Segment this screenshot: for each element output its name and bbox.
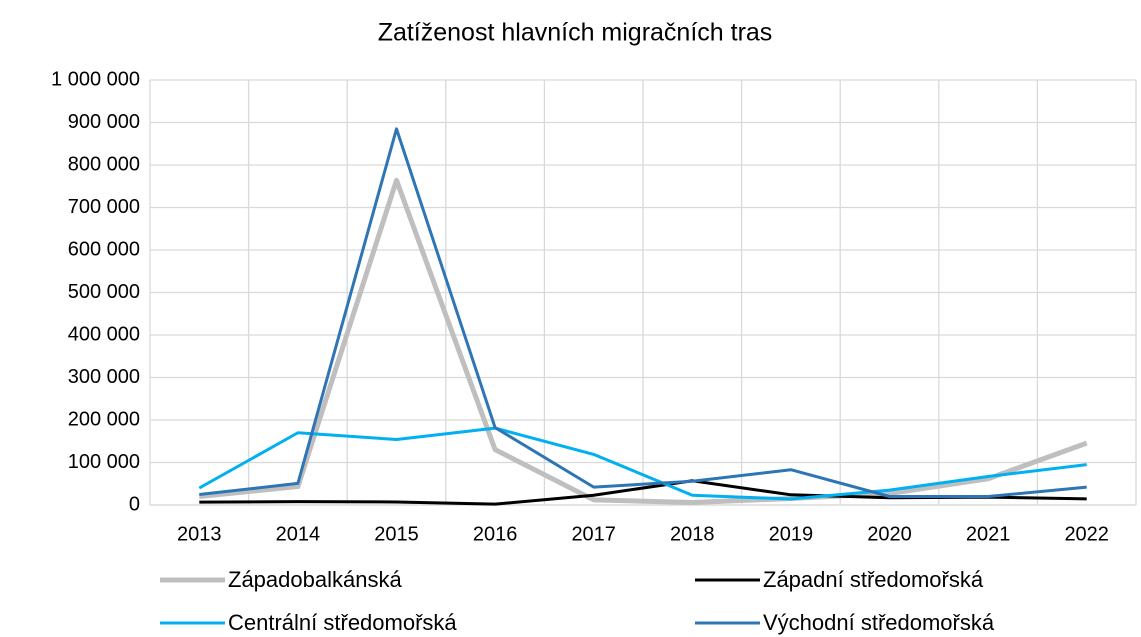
x-tick-label: 2019 xyxy=(769,523,814,545)
y-tick-label: 100 000 xyxy=(68,451,140,473)
y-tick-label: 700 000 xyxy=(68,196,140,218)
x-tick-label: 2022 xyxy=(1064,523,1109,545)
y-tick-label: 600 000 xyxy=(68,238,140,260)
y-tick-label: 300 000 xyxy=(68,366,140,388)
legend-label: Západní středomořská xyxy=(763,567,984,592)
y-tick-label: 200 000 xyxy=(68,408,140,430)
legend-label: Východní středomořská xyxy=(763,610,995,635)
y-tick-label: 1 000 000 xyxy=(51,68,140,90)
series-line xyxy=(198,426,1087,501)
series-line xyxy=(199,177,1088,506)
series-line xyxy=(199,127,1087,498)
y-tick-label: 900 000 xyxy=(68,111,140,133)
x-tick-label: 2018 xyxy=(670,523,715,545)
y-tick-label: 400 000 xyxy=(68,323,140,345)
y-tick-label: 500 000 xyxy=(68,281,140,303)
x-tick-label: 2014 xyxy=(276,523,321,545)
x-tick-label: 2017 xyxy=(571,523,616,545)
y-tick-label: 800 000 xyxy=(68,153,140,175)
legend-label: Západobalkánská xyxy=(228,567,402,592)
x-tick-label: 2015 xyxy=(374,523,419,545)
chart-title: Zatíženost hlavních migračních tras xyxy=(378,19,773,47)
x-tick-label: 2021 xyxy=(966,523,1011,545)
x-tick-label: 2020 xyxy=(867,523,912,545)
legend-label: Centrální středomořská xyxy=(228,610,457,635)
x-tick-label: 2013 xyxy=(177,523,222,545)
x-tick-label: 2016 xyxy=(473,523,518,545)
y-tick-label: 0 xyxy=(129,493,140,515)
